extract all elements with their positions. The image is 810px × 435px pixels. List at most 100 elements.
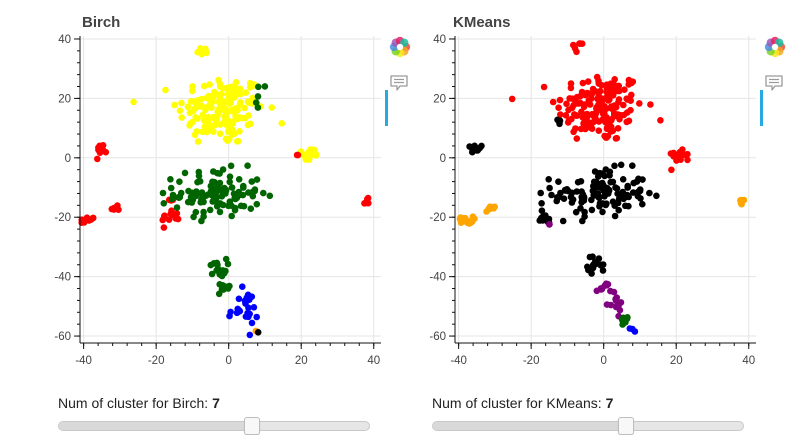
- scatter-point: [201, 123, 209, 130]
- kmeans-toolbar: [760, 36, 794, 126]
- scatter-point: [615, 206, 622, 214]
- axes: -40 -20 0 20 40 -60 -40 -20 0 20 40: [54, 34, 381, 367]
- kmeans-scatter-plot[interactable]: KMeans -40 -20 0 20 40 -60 -40 -20 0 20 40: [375, 0, 780, 380]
- scatter-point: [253, 176, 261, 183]
- scatter-point: [178, 114, 185, 121]
- scatter-point: [254, 93, 262, 100]
- scatter-point: [612, 184, 619, 191]
- slider-handle[interactable]: [244, 417, 260, 435]
- scatter-point: [215, 290, 223, 298]
- scatter-point: [610, 288, 618, 296]
- scatter-point: [198, 217, 205, 225]
- scatter-point: [239, 283, 246, 291]
- scatter-point: [609, 178, 617, 186]
- scatter-point: [241, 297, 249, 305]
- birch-scatter-plot[interactable]: Birch -40 -20 0 20 40 -60 -40 -20 0 20 40: [0, 0, 405, 380]
- hover-tooltip-icon[interactable]: [764, 74, 784, 92]
- scatter-point: [268, 104, 276, 111]
- scatter-points: [78, 45, 372, 339]
- scatter-point: [216, 130, 224, 137]
- scatter-point: [546, 184, 553, 192]
- scatter-point: [213, 259, 221, 267]
- x-tick-label: -20: [523, 355, 540, 367]
- scatter-point: [261, 83, 269, 90]
- x-tick-label: 0: [225, 355, 231, 367]
- scatter-point: [231, 204, 239, 212]
- active-tool-indicator: [760, 90, 763, 126]
- scatter-point: [585, 97, 592, 105]
- scatter-point: [266, 192, 274, 200]
- scatter-point: [548, 191, 555, 199]
- scatter-point: [603, 184, 611, 192]
- kmeans-panel: KMeans -40 -20 0 20 40 -60 -40 -20 0 20 40 Num of …: [375, 0, 786, 435]
- scatter-point: [491, 203, 498, 211]
- slider-track[interactable]: [432, 417, 744, 435]
- scatter-point: [224, 137, 231, 144]
- bokeh-logo-icon[interactable]: [764, 36, 786, 58]
- scatter-point: [181, 169, 189, 177]
- x-tick-label: -40: [75, 355, 92, 367]
- scatter-point: [167, 176, 174, 183]
- slider-handle[interactable]: [618, 417, 634, 435]
- scatter-point: [231, 194, 238, 202]
- scatter-point: [204, 191, 212, 198]
- scatter-point: [537, 189, 544, 197]
- scatter-point: [299, 151, 307, 158]
- scatter-point: [599, 267, 607, 274]
- scatter-point: [546, 221, 553, 228]
- scatter-point: [578, 40, 586, 47]
- scatter-point: [236, 85, 244, 93]
- scatter-point: [508, 95, 516, 103]
- scatter-point: [235, 295, 243, 303]
- scatter-point: [614, 190, 621, 197]
- scatter-point: [247, 205, 255, 212]
- scatter-point: [233, 309, 241, 317]
- scatter-point: [457, 214, 464, 221]
- x-tick-label: 20: [670, 355, 683, 367]
- scatter-point: [586, 253, 594, 261]
- slider-label: Num of cluster for Birch:: [58, 395, 209, 411]
- scatter-point: [628, 91, 635, 99]
- scatter-point: [588, 206, 596, 214]
- scatter-point: [602, 166, 610, 173]
- y-tick-label: -40: [54, 272, 71, 284]
- scatter-point: [673, 157, 680, 164]
- scatter-point: [478, 142, 485, 150]
- scatter-point: [615, 87, 623, 95]
- x-tick-label: 0: [600, 355, 606, 367]
- scatter-point: [237, 202, 245, 210]
- scatter-point: [595, 118, 603, 125]
- scatter-point: [159, 189, 167, 197]
- scatter-point: [595, 127, 603, 134]
- scatter-point: [227, 308, 234, 316]
- scatter-point: [598, 95, 606, 102]
- scatter-point: [215, 186, 223, 194]
- x-tick-label: 20: [295, 355, 308, 367]
- x-tick-label: -20: [148, 355, 165, 367]
- scatter-point: [593, 106, 601, 113]
- scatter-point: [629, 189, 637, 196]
- scatter-point: [614, 125, 622, 132]
- hover-tooltip-icon[interactable]: [389, 74, 409, 92]
- scatter-point: [228, 184, 236, 191]
- bokeh-logo-icon[interactable]: [389, 36, 411, 58]
- scatter-point: [579, 191, 587, 198]
- slider-track[interactable]: [58, 417, 370, 435]
- scatter-point: [613, 134, 621, 142]
- scatter-point: [208, 270, 216, 278]
- scatter-point: [573, 188, 581, 195]
- scatter-point: [305, 148, 312, 156]
- scatter-point: [248, 319, 256, 327]
- scatter-point: [232, 79, 240, 86]
- scatter-point: [619, 317, 626, 324]
- scatter-point: [620, 101, 627, 109]
- active-tool-indicator: [385, 90, 388, 126]
- scatter-point: [174, 215, 182, 223]
- scatter-point: [205, 116, 212, 124]
- grid-lines: [455, 36, 756, 342]
- scatter-point: [624, 182, 631, 190]
- scatter-point: [605, 190, 612, 197]
- scatter-point: [562, 112, 570, 119]
- plot-title: KMeans: [453, 14, 511, 31]
- scatter-point: [646, 189, 653, 197]
